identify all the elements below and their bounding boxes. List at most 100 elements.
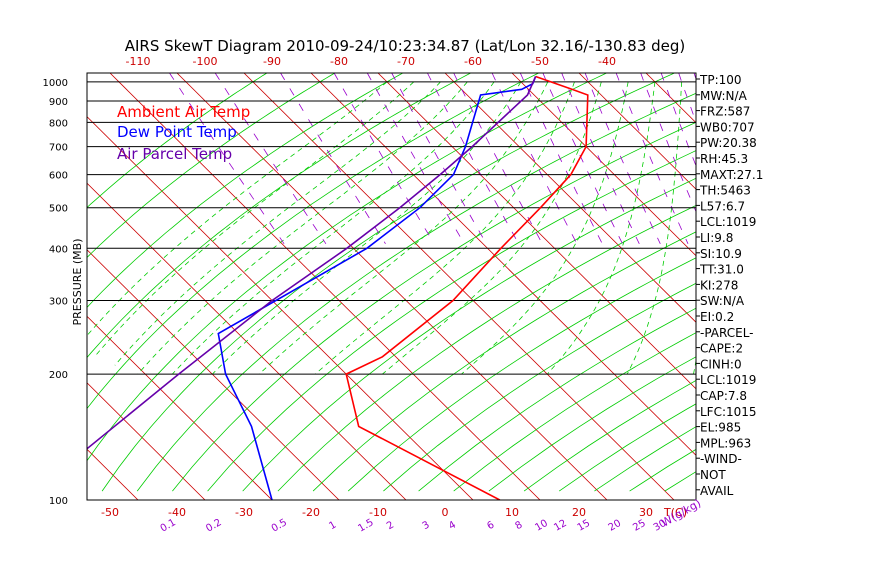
dry-adiabat-line	[101, 73, 675, 492]
mixing-ratio-tick-label: 0.1	[159, 517, 178, 534]
top-temp-tick-label: -50	[531, 55, 549, 68]
pressure-tick-label: 800	[49, 118, 68, 129]
legend-dewpoint: Dew Point Temp	[117, 123, 237, 141]
stat-entry: FRZ:587	[700, 105, 750, 119]
dry-adiabat-line	[172, 121, 696, 492]
stat-entry: L57:6.7	[700, 199, 745, 213]
dry-adiabat-line	[523, 380, 696, 492]
bottom-temp-tick-label: -50	[101, 506, 119, 519]
isotherm-line	[444, 73, 696, 323]
isotherm-line	[87, 315, 273, 500]
isotherm-line	[511, 73, 696, 257]
moist-adiabat-line	[314, 81, 575, 375]
bottom-temp-tick-label: -30	[235, 506, 253, 519]
dry-adiabat-line	[347, 257, 696, 492]
pressure-tick-label: 1000	[43, 78, 68, 89]
stat-entry: LI:9.8	[700, 231, 733, 245]
dry-adiabat-line	[87, 73, 336, 259]
moist-adiabat-line	[94, 81, 414, 358]
isotherm-line	[310, 73, 696, 456]
parcel-temp-series	[87, 76, 537, 450]
mixing-ratio-line	[391, 73, 487, 244]
mixing-ratio-line	[660, 73, 696, 167]
ambient-temp-series	[345, 75, 589, 500]
top-temp-tick-label: -100	[193, 55, 218, 68]
plot-frame	[86, 72, 697, 501]
profile-series	[87, 75, 589, 500]
isotherm-line	[243, 73, 675, 500]
stat-entry: CINH:0	[700, 357, 742, 371]
dry-adiabat-line	[312, 231, 696, 492]
stat-entry: SI:10.9	[700, 247, 742, 261]
pressure-tick-label: 400	[49, 244, 68, 255]
legend-parcel: Air Parcel Temp	[117, 145, 232, 163]
mixing-ratio-tick-label: 8	[514, 519, 525, 532]
isotherm-line	[578, 73, 696, 190]
top-temp-tick-label: -40	[598, 55, 616, 68]
isotherm-line	[0, 73, 4, 500]
mixing-ratio-line	[542, 73, 623, 244]
isotherm-line	[847, 73, 870, 500]
moist-adiabat-line	[114, 81, 441, 366]
legend: Ambient Air Temp Dew Point Temp Air Parc…	[117, 103, 250, 163]
mixing-ratio-line	[678, 73, 696, 124]
top-temp-tick-label: -110	[126, 55, 151, 68]
stat-entry: AVAIL	[700, 484, 734, 498]
mixing-ratio-line	[214, 73, 327, 245]
mixing-ratio-line	[584, 73, 661, 244]
stat-entry: LFC:1015	[700, 405, 757, 419]
stat-entry: MW:N/A	[700, 89, 748, 103]
dry-adiabat-line	[87, 73, 403, 308]
isotherm-line	[109, 73, 541, 500]
dry-adiabat-line	[87, 73, 471, 359]
mixing-ratio-tick-label: 10	[533, 518, 550, 534]
stat-entry: TP:100	[699, 73, 742, 87]
stat-entry: EL:985	[700, 421, 741, 435]
pressure-tick-label: 900	[49, 97, 68, 108]
mixing-ratio-tick-label: 1	[327, 519, 338, 532]
pressure-tick-label: 300	[49, 296, 68, 307]
mixing-ratio-tick-label: 0.2	[204, 517, 223, 534]
bottom-temp-tick-label: 10	[505, 506, 519, 519]
top-temp-tick-label: -70	[397, 55, 415, 68]
mixing-ratio-tick-label: 15	[576, 518, 593, 534]
mixing-ratio-tick-label: 3	[421, 519, 432, 532]
y-axis-label: PRESSURE (MB)	[71, 239, 84, 326]
mixing-ratio-tick-label: 6	[485, 519, 496, 532]
top-temp-tick-label: -60	[464, 55, 482, 68]
mixing-ratio-tick-label: 12	[552, 518, 569, 534]
bottom-temp-tick-label: -10	[369, 506, 387, 519]
isotherm-line	[87, 249, 340, 500]
stat-entry: -PARCEL-	[700, 326, 754, 340]
dry-adiabat-line	[207, 150, 696, 492]
stat-entry: PW:20.38	[700, 136, 757, 150]
dry-adiabat-line	[488, 356, 696, 492]
isotherm-line	[645, 73, 696, 124]
pressure-tick-label: 500	[49, 204, 68, 215]
bottom-temp-tick-label: -20	[302, 506, 320, 519]
stat-entry: TT:31.0	[699, 263, 744, 277]
pressure-tick-label: 700	[49, 143, 68, 154]
stat-entry: MAXT:27.1	[700, 168, 763, 182]
stat-entry: SW:N/A	[700, 294, 745, 308]
stat-entry: WB0:707	[700, 120, 755, 134]
isotherm-line	[87, 182, 407, 500]
mixing-ratio-line	[615, 73, 689, 244]
dry-adiabat-line	[87, 73, 539, 410]
pressure-tick-label: 100	[49, 496, 68, 507]
dewpoint-series	[217, 76, 537, 500]
stat-entry: CAPE:2	[700, 342, 743, 356]
stat-entry: LCL:1019	[700, 373, 756, 387]
pressure-tick-label: 600	[49, 171, 68, 182]
dry-adiabat-line	[453, 332, 696, 492]
dry-adiabat-line	[87, 73, 268, 209]
stat-entry: -WIND-	[700, 452, 742, 466]
stat-entry: TH:5463	[699, 184, 751, 198]
dry-adiabat-line	[242, 177, 696, 492]
moist-adiabat-line	[382, 81, 602, 375]
mixing-ratio-line	[427, 73, 519, 244]
dry-adiabat-line	[664, 471, 696, 492]
